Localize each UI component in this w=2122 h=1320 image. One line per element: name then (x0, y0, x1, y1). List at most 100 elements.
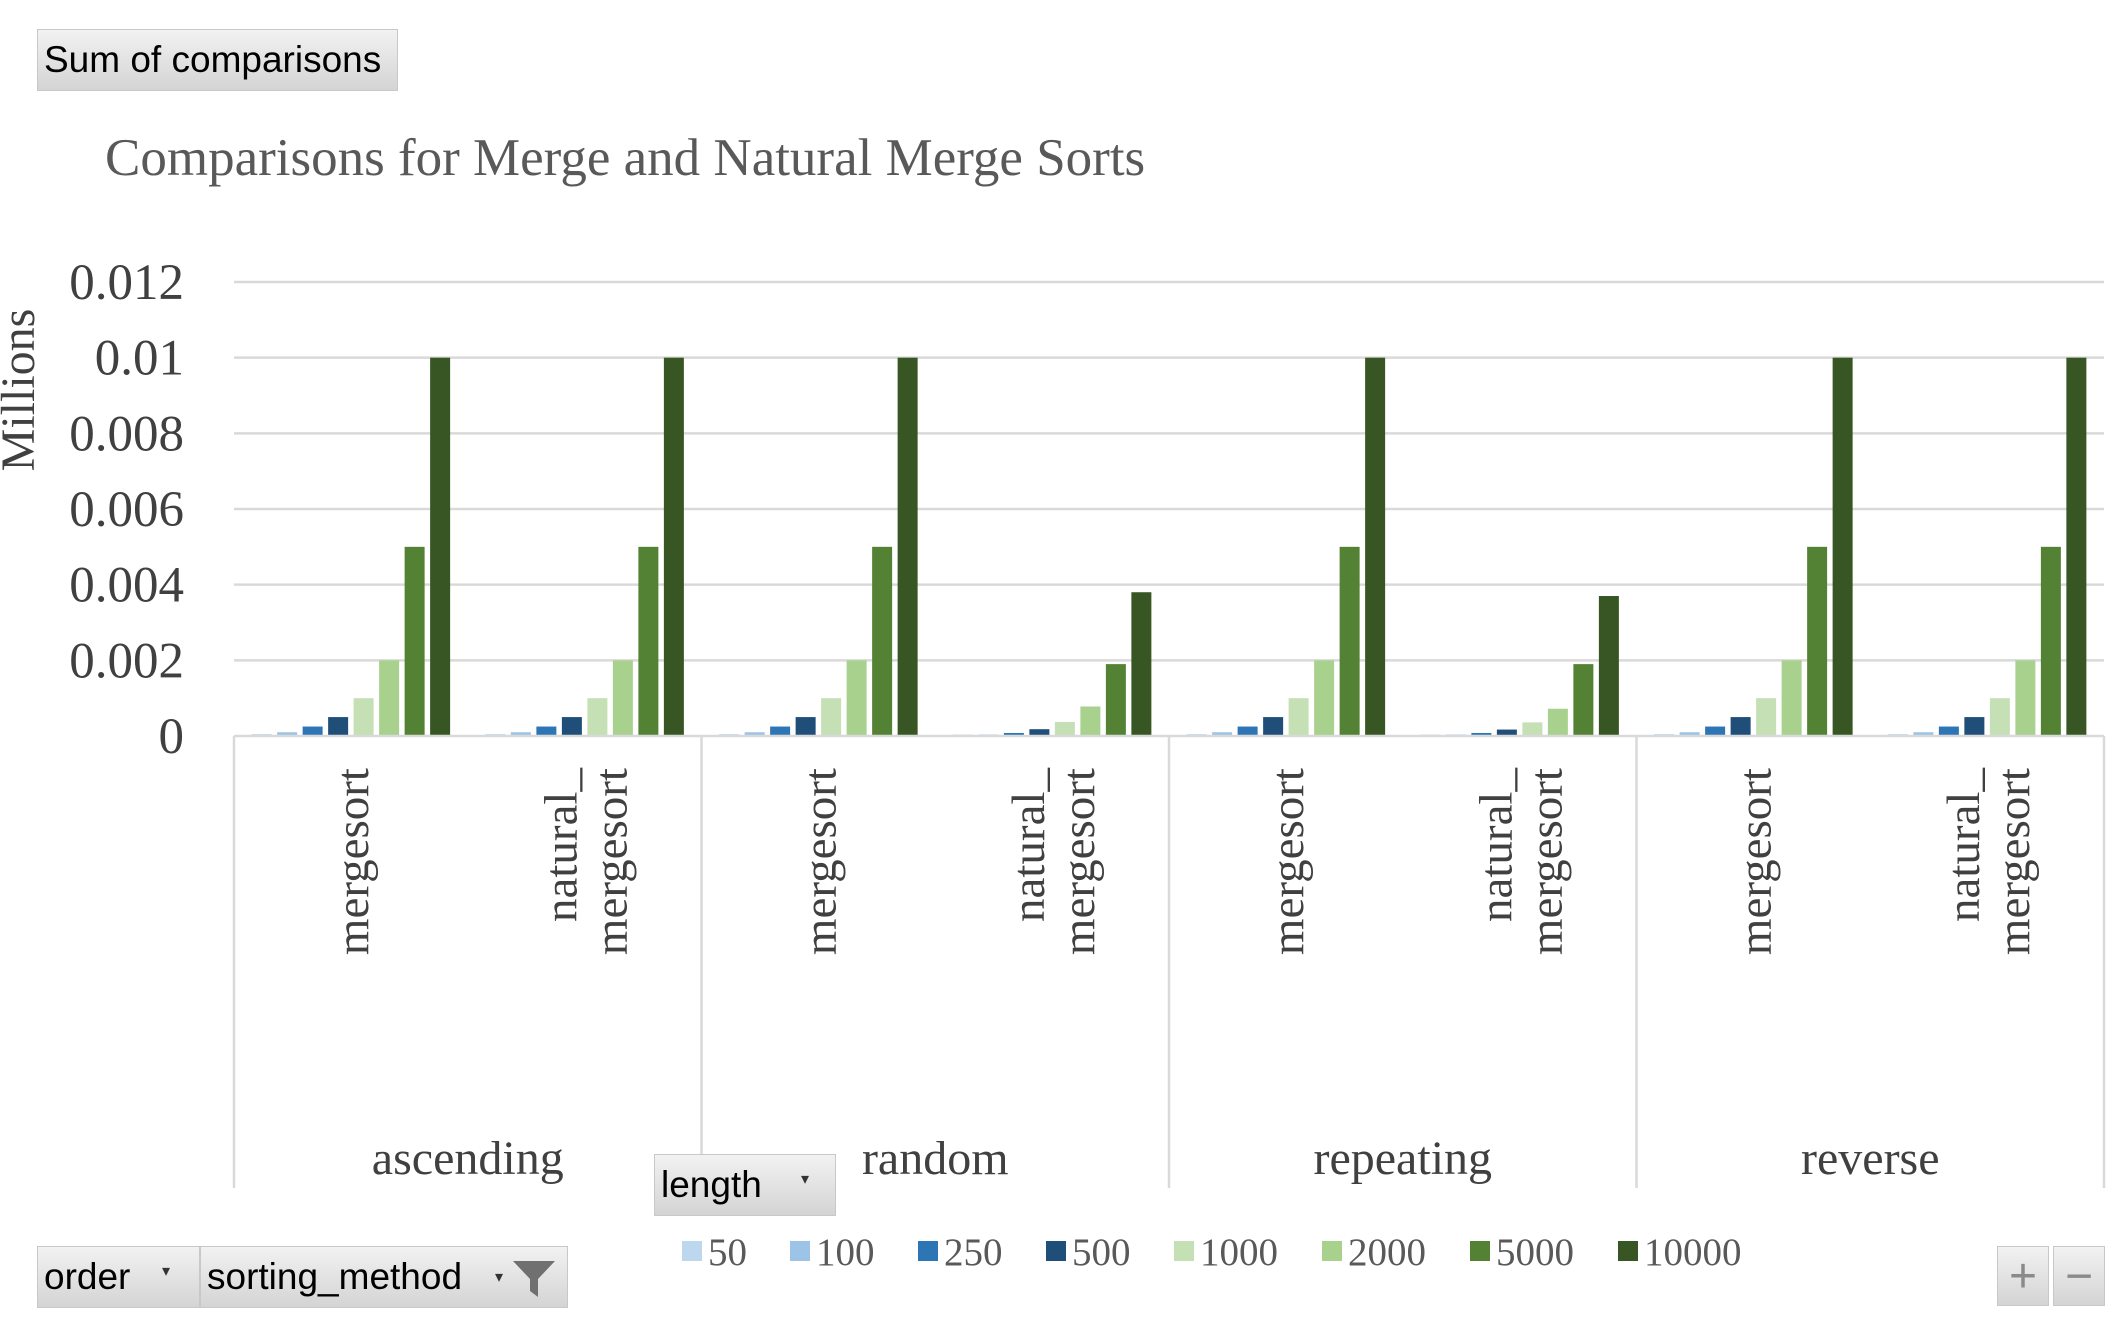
legend-swatch (1470, 1241, 1490, 1261)
bar (795, 717, 816, 736)
legend-swatch (1322, 1241, 1342, 1261)
bar (2066, 357, 2087, 736)
bar (1781, 660, 1802, 736)
bar (1314, 660, 1335, 736)
bar (1522, 722, 1543, 736)
bar (1471, 732, 1492, 736)
bar (846, 660, 867, 736)
collapse-button[interactable]: − (2053, 1246, 2105, 1306)
gridlines (234, 280, 2104, 662)
bar (1288, 698, 1309, 736)
legend-entry: 50 (708, 1231, 747, 1274)
category-label: natural_ (1003, 768, 1055, 922)
minus-icon: − (2064, 1249, 2094, 1303)
bar (821, 698, 842, 736)
group-label: ascending (372, 1132, 564, 1185)
dropdown-arrow-icon[interactable]: ▾ (801, 1171, 810, 1188)
axis-field-label-sorting-method: sorting_method (207, 1256, 463, 1297)
bar (1573, 664, 1594, 736)
expand-button[interactable]: + (1997, 1246, 2049, 1306)
bar (770, 726, 791, 736)
y-tick-label: 0.008 (69, 406, 184, 462)
bar (1365, 357, 1386, 736)
value-field-button[interactable]: Sum of comparisons (37, 29, 398, 91)
bar (1964, 717, 1985, 736)
legend-entry: 2000 (1348, 1231, 1426, 1274)
bar (1029, 729, 1050, 736)
legend-entry: 100 (816, 1231, 875, 1274)
y-tick-label: 0.01 (95, 331, 184, 387)
bar (612, 660, 633, 736)
bar (302, 726, 323, 736)
bar (2015, 660, 2036, 736)
bar (1105, 664, 1126, 736)
category-label: mergesort (586, 768, 638, 955)
legend-entry: 5000 (1496, 1231, 1574, 1274)
dropdown-arrow-icon[interactable]: ▾ (162, 1263, 171, 1280)
axis-field-button-order[interactable]: order ▾ (37, 1246, 200, 1308)
category-label: mergesort (1988, 768, 2040, 955)
legend-entry: 500 (1072, 1231, 1131, 1274)
bar (1756, 698, 1777, 736)
filter-icon[interactable] (511, 1259, 557, 1299)
bar (897, 357, 918, 736)
legend-swatch (1618, 1241, 1638, 1261)
bar (1212, 732, 1233, 736)
value-field-label: Sum of comparisons (44, 39, 382, 80)
bar (663, 357, 684, 736)
legend: 50 100 250 500 1000 2000 5000 10000 (682, 1231, 1742, 1274)
bar (1263, 717, 1284, 736)
axis-field-button-sorting-method[interactable]: sorting_method ▾ (200, 1246, 568, 1308)
category-label: natural_ (1938, 768, 1990, 922)
plus-icon: + (2008, 1249, 2038, 1303)
group-label: reverse (1801, 1132, 1940, 1185)
bar (1237, 726, 1258, 736)
y-tick-label: 0.004 (69, 558, 184, 614)
legend-swatch (918, 1241, 938, 1261)
y-tick-label: 0 (159, 709, 185, 765)
category-label: mergesort (1053, 768, 1105, 955)
bar (277, 732, 298, 736)
bar (872, 546, 893, 736)
x-axis: mergesort natural_mergesort mergesort natur… (232, 734, 2106, 1188)
bar (510, 732, 531, 736)
bar (1003, 732, 1024, 736)
category-label: natural_ (1471, 768, 1523, 922)
legend-field-button[interactable]: length ▾ (654, 1154, 836, 1216)
bar (1938, 726, 1959, 736)
legend-entry: 250 (944, 1231, 1003, 1274)
legend-entry: 10000 (1644, 1231, 1742, 1274)
bar (2040, 546, 2061, 736)
bar (1730, 717, 1751, 736)
bar (561, 717, 582, 736)
bar (379, 660, 400, 736)
bar (1807, 546, 1828, 736)
legend-swatch (790, 1241, 810, 1261)
axis-field-label-order: order (44, 1256, 131, 1297)
chart-title: Comparisons for Merge and Natural Merge … (105, 129, 1145, 187)
dropdown-arrow-icon[interactable]: ▾ (495, 1269, 504, 1286)
category-label: mergesort (1262, 768, 1314, 955)
group-label: repeating (1313, 1132, 1492, 1185)
category-label: mergesort (794, 768, 846, 955)
bar (638, 546, 659, 736)
bar (744, 732, 765, 736)
category-label: natural_ (536, 768, 588, 922)
bar (1496, 729, 1517, 736)
legend-field-label: length (661, 1164, 762, 1205)
legend-swatch (1046, 1241, 1066, 1261)
bar (1080, 706, 1101, 736)
bar (404, 546, 425, 736)
legend-swatch (682, 1241, 702, 1261)
bar (1832, 357, 1853, 736)
y-tick-label: 0.012 (69, 255, 184, 311)
bar (1547, 708, 1568, 736)
bar (1131, 592, 1152, 736)
category-label: mergesort (1521, 768, 1573, 955)
bar (1598, 596, 1619, 736)
legend-entry: 1000 (1200, 1231, 1278, 1274)
bar (1054, 722, 1075, 736)
bar (430, 357, 451, 736)
category-label: mergesort (327, 768, 379, 955)
